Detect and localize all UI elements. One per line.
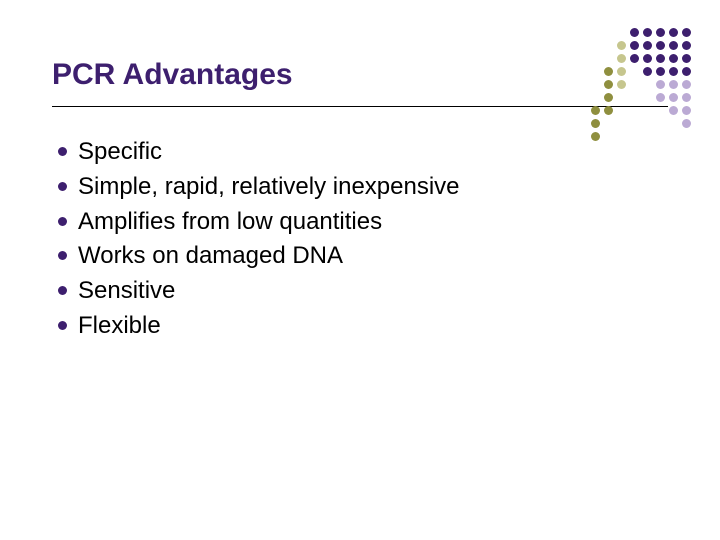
grid-dot [617,67,626,76]
grid-dot [617,106,626,115]
grid-dot [669,119,678,128]
grid-dot [591,132,600,141]
bullet-text: Works on damaged DNA [78,239,343,274]
bullet-item: Flexible [58,309,668,344]
grid-dot [682,54,691,63]
bullet-icon [58,251,67,260]
grid-dot [630,106,639,115]
grid-dot [630,93,639,102]
grid-dot [630,119,639,128]
bullet-icon [58,182,67,191]
grid-dot [617,132,626,141]
decorative-dot-grid [591,28,692,142]
grid-dot [643,132,652,141]
grid-dot [604,67,613,76]
grid-dot [591,67,600,76]
grid-dot [669,54,678,63]
bullet-item: Sensitive [58,274,668,309]
title-row: PCR Advantages [52,58,668,107]
bullet-text: Simple, rapid, relatively inexpensive [78,170,460,205]
slide-title: PCR Advantages [52,58,668,92]
grid-dot [630,80,639,89]
grid-dot [591,80,600,89]
grid-dot [669,93,678,102]
bullet-icon [58,286,67,295]
grid-dot [669,132,678,141]
grid-dot [617,28,626,37]
grid-dot [643,106,652,115]
bullet-item: Simple, rapid, relatively inexpensive [58,170,668,205]
grid-dot [682,67,691,76]
grid-dot [630,28,639,37]
grid-dot [591,93,600,102]
bullet-text: Specific [78,135,162,170]
grid-dot [591,54,600,63]
bullet-icon [58,217,67,226]
grid-dot [656,28,665,37]
grid-dot [682,80,691,89]
grid-dot [617,119,626,128]
grid-dot [604,80,613,89]
grid-dot [591,106,600,115]
grid-dot [682,132,691,141]
grid-dot [604,132,613,141]
grid-dot [604,41,613,50]
grid-dot [604,106,613,115]
grid-dot [643,93,652,102]
grid-dot [630,67,639,76]
bullet-icon [58,147,67,156]
grid-dot [643,28,652,37]
grid-dot [669,28,678,37]
grid-dot [656,93,665,102]
grid-dot [656,41,665,50]
grid-dot [669,41,678,50]
bullet-item: Specific [58,135,668,170]
grid-dot [682,41,691,50]
grid-dot [604,54,613,63]
grid-dot [630,132,639,141]
bullet-text: Amplifies from low quantities [78,205,382,240]
slide: PCR Advantages SpecificSimple, rapid, re… [0,0,720,540]
grid-dot [643,119,652,128]
grid-dot [643,67,652,76]
grid-dot [656,119,665,128]
bullet-item: Amplifies from low quantities [58,205,668,240]
grid-dot [617,54,626,63]
grid-dot [643,41,652,50]
grid-dot [656,54,665,63]
grid-dot [669,106,678,115]
bullet-item: Works on damaged DNA [58,239,668,274]
grid-dot [682,93,691,102]
grid-dot [669,80,678,89]
grid-dot [591,41,600,50]
grid-dot [604,119,613,128]
grid-dot [656,80,665,89]
grid-dot [669,67,678,76]
grid-dot [617,93,626,102]
grid-dot [617,41,626,50]
grid-dot [682,28,691,37]
grid-dot [604,28,613,37]
grid-dot [656,132,665,141]
bullet-list: SpecificSimple, rapid, relatively inexpe… [52,135,668,344]
grid-dot [617,80,626,89]
grid-dot [591,119,600,128]
grid-dot [656,106,665,115]
grid-dot [630,41,639,50]
grid-dot [630,54,639,63]
grid-dot [643,54,652,63]
bullet-icon [58,321,67,330]
grid-dot [643,80,652,89]
grid-dot [682,106,691,115]
bullet-text: Flexible [78,309,161,344]
grid-dot [682,119,691,128]
grid-dot [591,28,600,37]
grid-dot [604,93,613,102]
grid-dot [656,67,665,76]
bullet-text: Sensitive [78,274,175,309]
